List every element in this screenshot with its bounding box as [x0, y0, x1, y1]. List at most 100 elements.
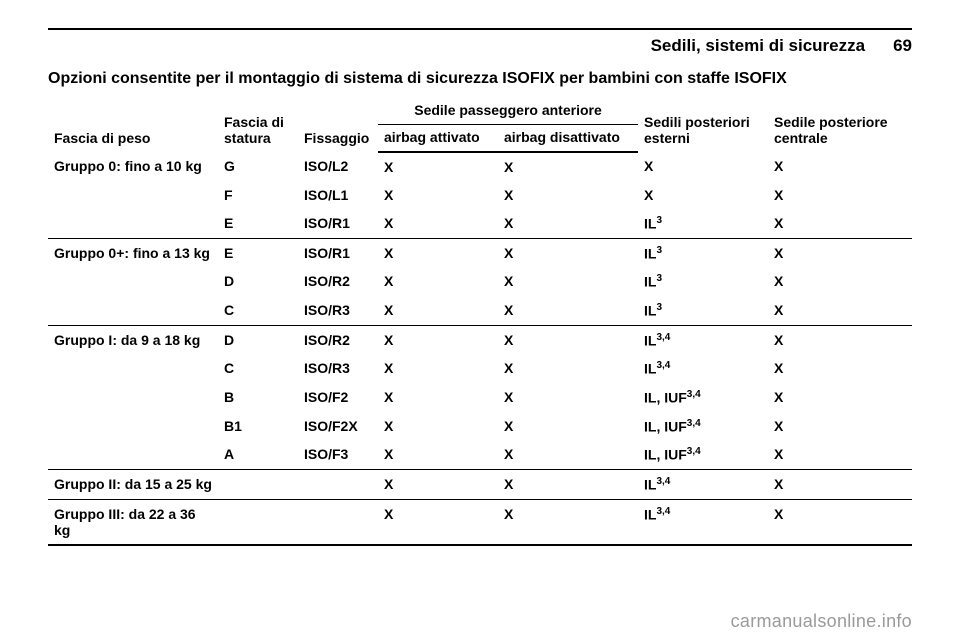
airbag-on: X: [378, 267, 498, 296]
header-row-1: Fascia di peso Fascia di statura Fissagg…: [48, 98, 912, 125]
rear-outer: IL3,4: [638, 354, 768, 383]
size-class: G: [218, 152, 298, 181]
table-body: Gruppo 0: fino a 10 kgGISO/L2XXXXFISO/L1…: [48, 152, 912, 545]
fixture: ISO/R2: [298, 267, 378, 296]
size-class: B1: [218, 412, 298, 441]
airbag-off: X: [498, 412, 638, 441]
airbag-off: X: [498, 469, 638, 499]
fixture: ISO/R3: [298, 354, 378, 383]
top-rule: [48, 28, 912, 30]
fixture: [298, 499, 378, 545]
rear-outer: IL3,4: [638, 499, 768, 545]
rear-center: X: [768, 412, 912, 441]
airbag-off: X: [498, 440, 638, 469]
airbag-on: X: [378, 469, 498, 499]
footnote-ref: 3,4: [656, 332, 670, 343]
size-class: F: [218, 181, 298, 209]
size-class: A: [218, 440, 298, 469]
rear-center: X: [768, 181, 912, 209]
airbag-on: X: [378, 238, 498, 267]
weight-group-label: Gruppo III: da 22 a 36 kg: [48, 499, 218, 545]
col-rear-center: Sedile posteriore centrale: [768, 98, 912, 152]
rear-center: X: [768, 499, 912, 545]
rear-outer: IL3: [638, 296, 768, 325]
weight-group-label: Gruppo II: da 15 a 25 kg: [48, 469, 218, 499]
airbag-off: X: [498, 354, 638, 383]
fixture: ISO/R3: [298, 296, 378, 325]
table-row: Gruppo I: da 9 a 18 kgDISO/R2XXIL3,4X: [48, 325, 912, 354]
airbag-on: X: [378, 152, 498, 181]
footnote-ref: 3,4: [656, 360, 670, 371]
weight-group-label: Gruppo 0+: fino a 13 kg: [48, 238, 218, 325]
airbag-on: X: [378, 325, 498, 354]
rear-outer: IL, IUF3,4: [638, 383, 768, 412]
airbag-off: X: [498, 499, 638, 545]
footnote-ref: 3,4: [687, 418, 701, 429]
airbag-on: X: [378, 412, 498, 441]
rear-outer: X: [638, 152, 768, 181]
section-title: Sedili, sistemi di sicurezza: [651, 36, 865, 56]
rear-center: X: [768, 152, 912, 181]
table-row: Gruppo III: da 22 a 36 kgXXIL3,4X: [48, 499, 912, 545]
rear-outer: IL3,4: [638, 325, 768, 354]
isofix-table: Fascia di peso Fascia di statura Fissagg…: [48, 98, 912, 546]
rear-center: X: [768, 354, 912, 383]
page-number: 69: [893, 36, 912, 56]
footnote-ref: 3: [656, 215, 662, 226]
footnote-ref: 3,4: [656, 476, 670, 487]
airbag-on: X: [378, 209, 498, 238]
footnote-ref: 3,4: [687, 446, 701, 457]
airbag-on: X: [378, 383, 498, 412]
airbag-off: X: [498, 325, 638, 354]
size-class: B: [218, 383, 298, 412]
rear-center: X: [768, 296, 912, 325]
fixture: ISO/R1: [298, 238, 378, 267]
col-airbag-off: airbag disattivato: [498, 125, 638, 153]
rear-center: X: [768, 267, 912, 296]
table-row: Gruppo II: da 15 a 25 kgXXIL3,4X: [48, 469, 912, 499]
size-class: [218, 499, 298, 545]
col-airbag-on: airbag attivato: [378, 125, 498, 153]
airbag-off: X: [498, 296, 638, 325]
fixture: ISO/F2X: [298, 412, 378, 441]
rear-outer: IL, IUF3,4: [638, 440, 768, 469]
fixture: ISO/R2: [298, 325, 378, 354]
size-class: E: [218, 209, 298, 238]
weight-group-label: Gruppo 0: fino a 10 kg: [48, 152, 218, 238]
footnote-ref: 3: [656, 302, 662, 313]
table-title: Opzioni consentite per il montaggio di s…: [48, 70, 912, 88]
airbag-off: X: [498, 267, 638, 296]
running-head: Sedili, sistemi di sicurezza 69: [48, 36, 912, 56]
airbag-on: X: [378, 440, 498, 469]
airbag-on: X: [378, 354, 498, 383]
airbag-off: X: [498, 152, 638, 181]
size-class: E: [218, 238, 298, 267]
airbag-on: X: [378, 181, 498, 209]
col-size: Fascia di statura: [218, 98, 298, 152]
fixture: ISO/F3: [298, 440, 378, 469]
size-class: [218, 469, 298, 499]
weight-group-label: Gruppo I: da 9 a 18 kg: [48, 325, 218, 469]
col-front-span: Sedile passeggero anteriore: [378, 98, 638, 125]
rear-outer: IL3,4: [638, 469, 768, 499]
rear-outer: IL3: [638, 209, 768, 238]
rear-outer: IL3: [638, 267, 768, 296]
footnote-ref: 3: [656, 273, 662, 284]
size-class: D: [218, 267, 298, 296]
fixture: ISO/R1: [298, 209, 378, 238]
footnote-ref: 3,4: [656, 506, 670, 517]
rear-center: X: [768, 469, 912, 499]
col-rear-outer: Sedili posteriori esterni: [638, 98, 768, 152]
airbag-off: X: [498, 238, 638, 267]
rear-outer: X: [638, 181, 768, 209]
col-fix: Fissaggio: [298, 98, 378, 152]
rear-center: X: [768, 209, 912, 238]
rear-center: X: [768, 238, 912, 267]
size-class: D: [218, 325, 298, 354]
col-weight: Fascia di peso: [48, 98, 218, 152]
airbag-on: X: [378, 499, 498, 545]
fixture: ISO/L1: [298, 181, 378, 209]
table-row: Gruppo 0: fino a 10 kgGISO/L2XXXX: [48, 152, 912, 181]
footnote-ref: 3,4: [687, 389, 701, 400]
fixture: ISO/L2: [298, 152, 378, 181]
